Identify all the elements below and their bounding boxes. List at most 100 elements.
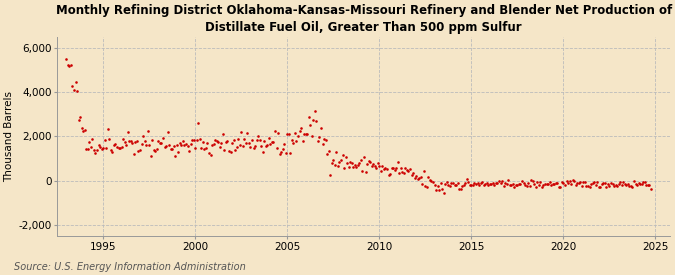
Point [402, 167, 412, 172]
Point [164, 143, 175, 147]
Point [628, 179, 639, 183]
Point [598, 180, 609, 185]
Point [375, 169, 386, 174]
Point [392, 160, 403, 164]
Point [178, 139, 188, 143]
Point [639, 180, 650, 185]
Point [244, 141, 254, 145]
Point [121, 143, 132, 147]
Point [485, 182, 495, 186]
Point [331, 150, 342, 155]
Point [75, 115, 86, 119]
Point [408, 171, 418, 175]
Point [303, 115, 314, 119]
Point [414, 176, 425, 180]
Point [263, 136, 274, 141]
Point [185, 141, 196, 146]
Point [498, 184, 509, 188]
Point [480, 182, 491, 186]
Point [329, 162, 340, 167]
Point [134, 148, 145, 153]
Point [82, 147, 93, 151]
Point [69, 88, 80, 92]
Point [282, 131, 293, 136]
Point [67, 84, 78, 89]
Point [549, 182, 560, 186]
Point [306, 133, 317, 138]
Point [167, 147, 178, 151]
Point [72, 89, 82, 93]
Point [208, 142, 219, 146]
Point [350, 163, 360, 167]
Point [364, 160, 375, 164]
Point [612, 184, 622, 188]
Point [486, 182, 497, 186]
Point [140, 143, 151, 147]
Point [238, 144, 248, 148]
Point [200, 146, 211, 150]
Point [292, 134, 303, 138]
Point [547, 182, 558, 186]
Point [630, 182, 641, 186]
Point [512, 183, 523, 188]
Point [171, 143, 182, 147]
Point [451, 183, 462, 187]
Point [472, 181, 483, 185]
Point [367, 163, 377, 168]
Point [386, 166, 397, 170]
Point [487, 181, 498, 185]
Point [380, 166, 391, 170]
Point [440, 182, 451, 186]
Point [561, 178, 572, 183]
Point [464, 183, 475, 187]
Point [354, 161, 364, 166]
Point [379, 167, 389, 172]
Point [117, 137, 128, 141]
Point [119, 139, 130, 144]
Point [362, 162, 373, 166]
Point [130, 140, 141, 144]
Point [327, 160, 338, 165]
Point [198, 140, 209, 144]
Point [92, 148, 103, 152]
Point [627, 185, 638, 189]
Point [605, 181, 616, 185]
Point [449, 183, 460, 187]
Point [254, 138, 265, 142]
Point [590, 182, 601, 187]
Point [644, 183, 655, 187]
Point [240, 141, 251, 145]
Point [556, 180, 567, 184]
Point [363, 159, 374, 163]
Point [98, 146, 109, 150]
Point [587, 181, 598, 185]
Point [616, 183, 627, 187]
Point [277, 147, 288, 151]
Point [105, 148, 116, 152]
Point [213, 139, 223, 144]
Point [643, 183, 653, 188]
Point [190, 145, 200, 150]
Point [351, 165, 362, 169]
Point [61, 57, 72, 61]
Point [632, 183, 643, 188]
Point [81, 146, 92, 151]
Point [455, 186, 466, 191]
Point [560, 183, 570, 187]
Point [228, 137, 239, 142]
Point [65, 63, 76, 68]
Point [78, 129, 88, 134]
Point [358, 155, 369, 159]
Point [572, 181, 583, 185]
Point [567, 178, 578, 183]
Point [495, 180, 506, 185]
Point [136, 142, 147, 147]
Point [124, 139, 134, 143]
Point [215, 144, 225, 149]
Point [506, 183, 516, 187]
Point [147, 138, 158, 142]
Point [535, 180, 546, 185]
Point [469, 181, 480, 186]
Point [509, 185, 520, 189]
Point [84, 140, 95, 144]
